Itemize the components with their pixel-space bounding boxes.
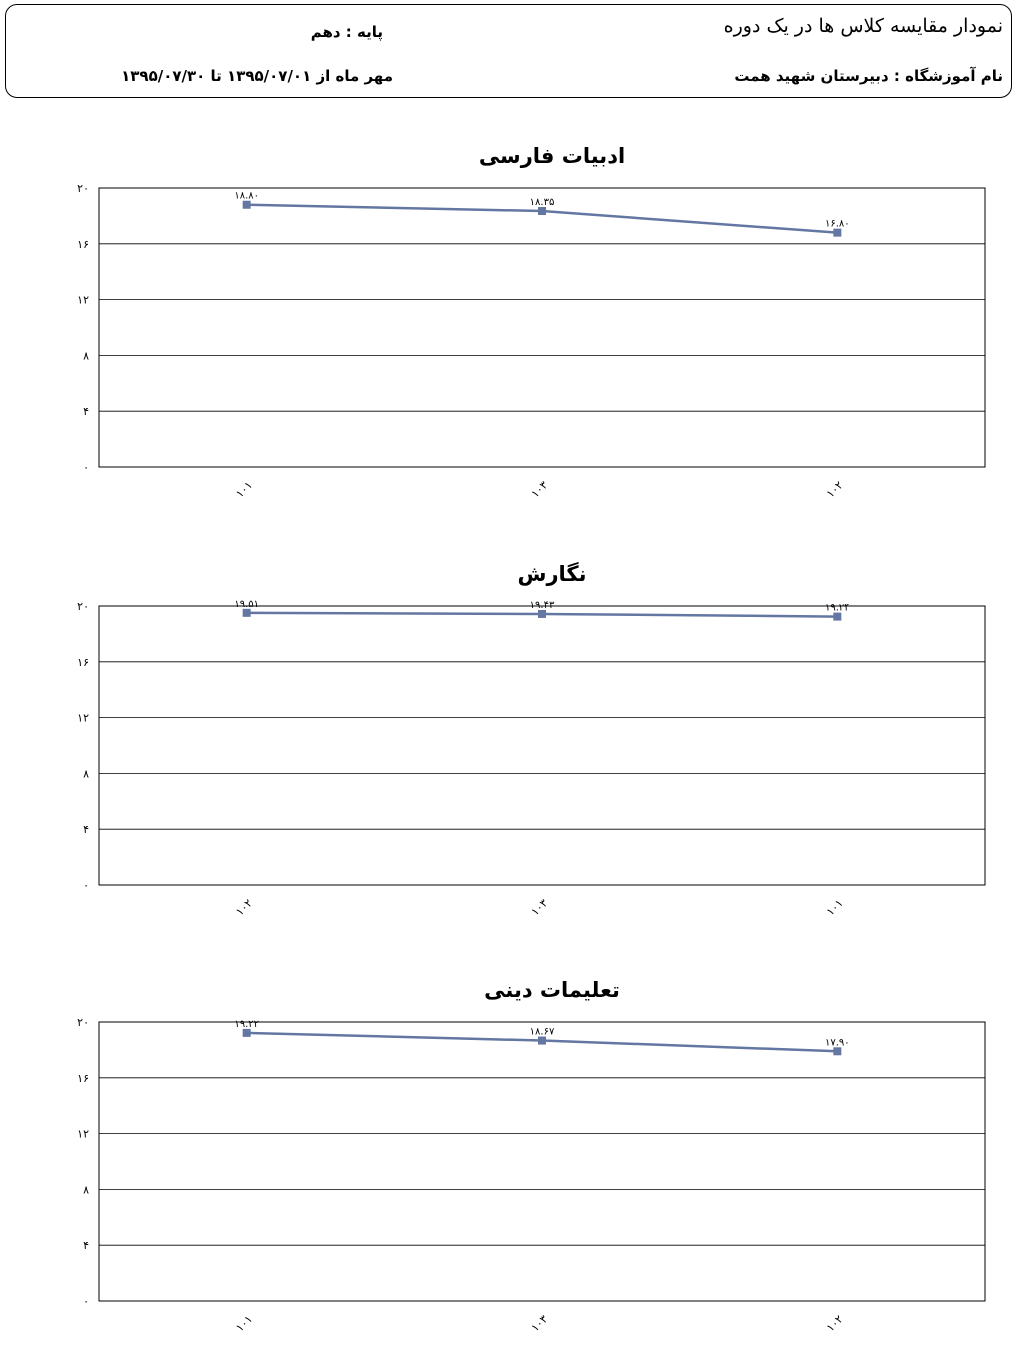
x-tick-label: ۱۰۳: [529, 1313, 551, 1335]
plot-area: [98, 1021, 986, 1302]
y-tick-label: ۴: [83, 1239, 89, 1252]
y-tick-label: ۰: [83, 879, 89, 892]
data-label: ۱۷.۹۰: [825, 1037, 850, 1048]
y-tick-label: ۱۲: [77, 1128, 89, 1141]
x-tick-label: ۱۰۲: [233, 897, 255, 919]
x-tick-label: ۱۰۱: [824, 897, 846, 919]
x-tick-label: ۱۰۲: [824, 1313, 846, 1335]
data-point: [833, 612, 842, 621]
data-point: [242, 608, 251, 617]
data-label: ۱۶.۸۰: [825, 219, 850, 230]
period-label: مهر ماه از ۱۳۹۵/۰۷/۰۱ تا ۱۳۹۵/۰۷/۳۰: [121, 67, 393, 85]
data-point: [833, 228, 842, 237]
data-label: ۱۸.۸۰: [234, 191, 259, 202]
data-point: [538, 207, 546, 216]
data-point: [538, 609, 546, 618]
data-point: [538, 1036, 546, 1045]
data-label: ۱۸.۶۷: [530, 1027, 555, 1038]
y-tick-label: ۰: [83, 461, 89, 474]
y-tick-label: ۲۰: [77, 600, 89, 613]
y-tick-label: ۲۰: [77, 1016, 89, 1029]
y-tick-label: ۸: [83, 767, 89, 780]
school-label: نام آموزشگاه : دبیرستان شهید همت: [734, 67, 1003, 85]
y-tick-label: ۸: [83, 1183, 89, 1196]
plot-area: [98, 605, 986, 886]
y-tick-label: ۲۰: [77, 182, 89, 195]
grade-label: پایه : دهم: [310, 23, 383, 41]
data-label: ۱۹.۲۴: [825, 603, 850, 614]
data-label: ۱۹.۵۱: [234, 599, 259, 610]
y-tick-label: ۸: [83, 349, 89, 362]
y-tick-label: ۴: [83, 823, 89, 836]
x-tick-label: ۱۰۱: [233, 479, 255, 501]
chart-writing: نگارش ۰ ۴ ۸ ۱۲ ۱۶ ۲۰ ۱۹.۵۱ ۱۰۲ ۱۹.۴۳ ۱۰۳ ۱۹.۲۴ ۱۰۱: [77, 561, 986, 919]
report-title: نمودار مقایسه کلاس ها در یک دوره: [723, 15, 1003, 37]
data-label: ۱۹.۴۳: [530, 600, 555, 611]
x-tick-label: ۱۰۳: [529, 479, 551, 501]
data-label: ۱۹.۲۲: [234, 1019, 259, 1030]
report-header: نمودار مقایسه کلاس ها در یک دوره پایه : …: [5, 4, 1012, 98]
plot-area: [98, 187, 986, 468]
y-tick-label: ۱۶: [77, 656, 89, 669]
data-point: [242, 200, 251, 209]
data-point: [242, 1028, 251, 1037]
y-tick-label: ۱۲: [77, 294, 89, 307]
x-tick-label: ۱۰۳: [529, 897, 551, 919]
chart-persian-literature: ادبیات فارسی ۰ ۴ ۸ ۱۲ ۱۶ ۲۰ ۱۸.۸۰ ۱۰۱ ۱۸.۳۵ ۱۰۳ ۱۶.…: [77, 144, 986, 501]
y-tick-label: ۱۶: [77, 238, 89, 251]
data-label: ۱۸.۳۵: [530, 197, 555, 208]
chart-religious-studies: تعلیمات دینی ۰ ۴ ۸ ۱۲ ۱۶ ۲۰ ۱۹.۲۲ ۱۰۱ ۱۸.۶۷ ۱۰۳ ۱۷.…: [77, 978, 986, 1335]
x-tick-label: ۱۰۲: [824, 479, 846, 501]
y-tick-label: ۱۶: [77, 1072, 89, 1085]
y-tick-label: ۱۲: [77, 712, 89, 725]
x-tick-label: ۱۰۱: [233, 1313, 255, 1335]
chart-title: ادبیات فارسی: [479, 144, 625, 168]
y-tick-label: ۴: [83, 405, 89, 418]
chart-title: تعلیمات دینی: [484, 978, 620, 1002]
data-point: [833, 1047, 842, 1056]
chart-title: نگارش: [517, 561, 586, 586]
y-tick-label: ۰: [83, 1295, 89, 1308]
